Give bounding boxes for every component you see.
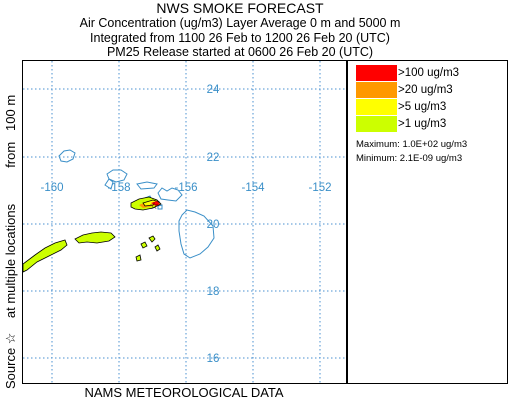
legend-label-yellow: >5 ug/m3 [398,101,447,113]
lat-label-24: 24 [207,84,220,96]
lon-label-158: -158 [107,182,130,194]
niihau-coastline [104,178,114,190]
legend-minimum: Minimum: 2.1E-09 ug/m3 [356,153,463,164]
hawaii-island-coastline [178,209,215,259]
release-time: PM25 Release started at 0600 26 Feb 20 (… [106,45,374,59]
kahoolawe-coastline [157,204,163,210]
map-panel: 24 22 20 18 16 -160 -158 -156 -154 -152 [22,60,348,384]
kauai-coastline [58,149,76,163]
lon-label-152: -152 [308,182,331,194]
meteorological-data-label: NAMS METEOROLOGICAL DATA [84,385,284,400]
smoke-plume-south-4 [135,254,142,262]
graticule: 24 22 20 18 16 -160 -158 -156 -154 -152 [23,61,347,383]
molokai-coastline [136,181,158,190]
smoke-map: 24 22 20 18 16 -160 -158 -156 -154 -152 [23,61,347,383]
integration-period: Integrated from 1100 26 Feb to 1200 26 F… [90,30,390,45]
lat-label-22: 22 [207,152,220,164]
lat-label-18: 18 [207,286,220,298]
maui-coastline [157,187,183,202]
oahu-coastline [106,169,128,183]
smoke-plumes [23,196,162,273]
legend-item-red: >100 ug/m3 [356,65,459,81]
legend-swatch-yellow [356,99,397,115]
legend-item-orange: >20 ug/m3 [356,82,453,98]
concentration-description: Air Concentration (ug/m3) Layer Average … [79,16,401,30]
smoke-plume-high [151,201,160,206]
smoke-plume-west [23,239,68,273]
lon-label-160: -160 [40,182,63,194]
legend-maximum: Maximum: 1.0E+02 ug/m3 [356,139,468,150]
legend-item-yellow: >5 ug/m3 [356,99,446,115]
lon-label-156: -156 [174,182,197,194]
source-location-label: Source ☆ at multiple locations from 100 … [3,94,18,389]
smoke-plume-south-3 [154,244,161,252]
forecast-title: NWS SMOKE FORECAST [156,0,324,16]
legend-item-lime: >1 ug/m3 [356,116,446,132]
source-marker: ☆ [150,201,159,212]
legend-label-lime: >1 ug/m3 [398,118,447,130]
legend-panel: >100 ug/m3 >20 ug/m3 >5 ug/m3 >1 ug/m3 M… [346,60,508,384]
legend-label-red: >100 ug/m3 [398,67,460,79]
legend-swatch-red [356,65,397,81]
smoke-plume-sw [74,231,116,244]
legend-label-orange: >20 ug/m3 [398,84,453,96]
lon-label-154: -154 [241,182,265,194]
legend-swatch-lime [356,116,397,132]
forecast-title-block: NWS SMOKE FORECAST Air Concentration (ug… [20,0,460,60]
lat-label-16: 16 [207,353,220,365]
smoke-plume-south-2 [140,241,148,249]
legend-swatch-orange [356,82,397,98]
smoke-plume-south-1 [148,235,156,243]
